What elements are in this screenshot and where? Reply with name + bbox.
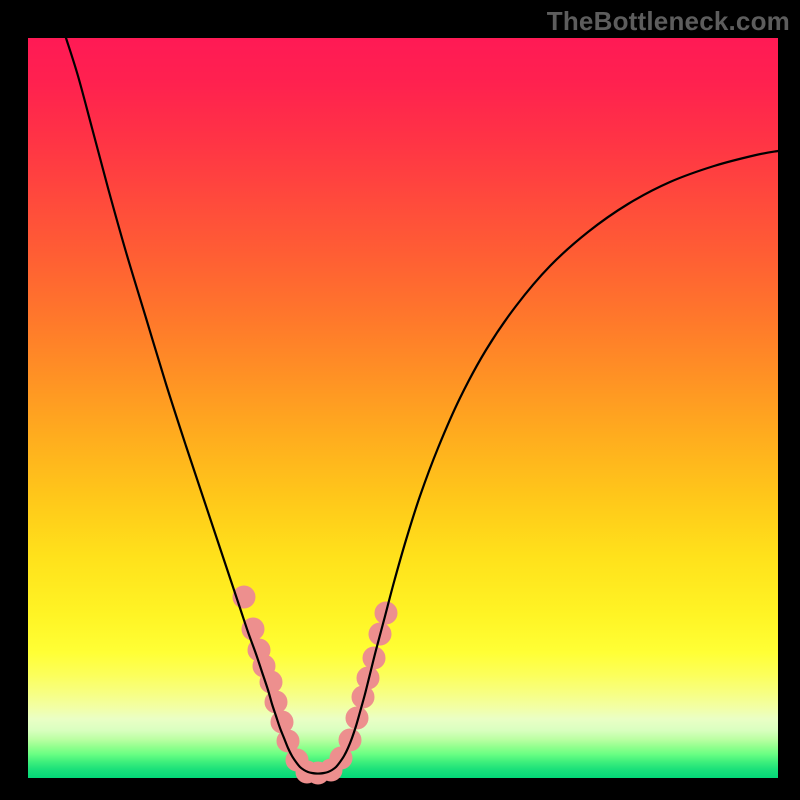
data-marker (339, 729, 361, 751)
plot-background (28, 38, 778, 778)
chart-container: TheBottleneck.com (0, 0, 800, 800)
watermark-text: TheBottleneck.com (547, 6, 790, 37)
bottleneck-chart (0, 0, 800, 800)
